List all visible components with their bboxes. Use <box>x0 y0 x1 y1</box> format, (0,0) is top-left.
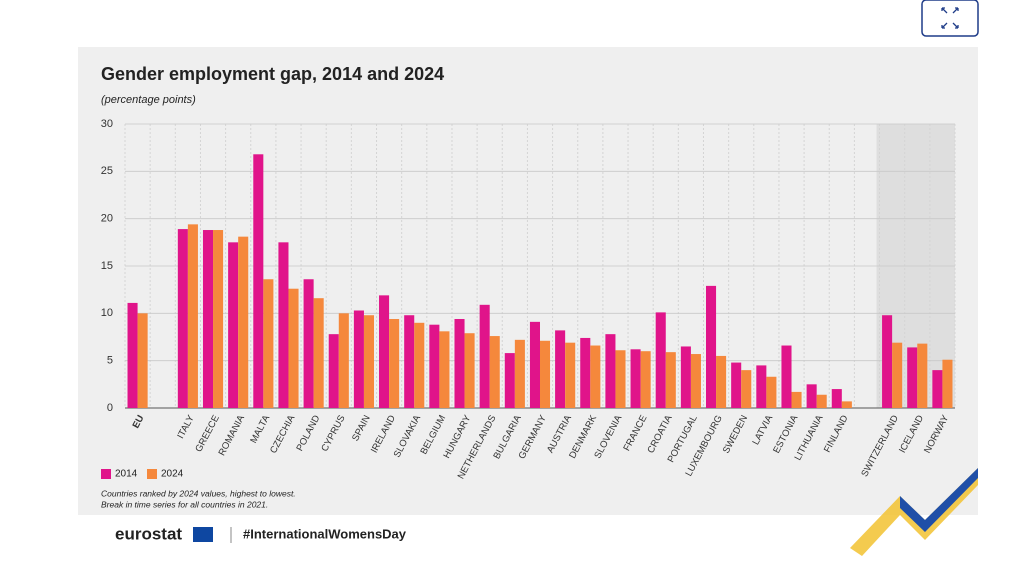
bar <box>932 370 943 408</box>
bar <box>791 391 802 408</box>
bar <box>238 236 249 408</box>
bar <box>439 331 450 408</box>
bar <box>313 298 324 408</box>
bar <box>489 336 500 408</box>
bar <box>640 351 651 408</box>
bar <box>288 288 299 408</box>
bar <box>263 279 274 408</box>
bar <box>303 279 314 408</box>
bar <box>202 230 214 408</box>
expand-button[interactable] <box>921 0 979 37</box>
bar <box>942 359 953 408</box>
bar <box>228 242 239 408</box>
bar <box>353 310 364 408</box>
bar <box>892 342 903 408</box>
legend-label: 2014 <box>115 469 138 480</box>
chart-subtitle: (percentage points) <box>101 94 196 106</box>
bar <box>917 343 928 408</box>
logo-stripe <box>900 468 978 532</box>
bar <box>706 285 717 408</box>
bar <box>328 334 339 408</box>
bar <box>137 313 148 408</box>
bar <box>741 370 752 408</box>
y-tick-label: 30 <box>101 118 113 130</box>
bar <box>680 346 691 408</box>
bar <box>253 154 264 408</box>
bar <box>756 365 767 408</box>
bar <box>781 345 792 408</box>
bar <box>429 324 440 408</box>
bar <box>414 322 425 408</box>
bar <box>580 337 591 408</box>
bar <box>766 376 777 408</box>
bar <box>540 340 551 408</box>
y-tick-label: 10 <box>101 307 113 319</box>
legend-swatch <box>101 469 111 479</box>
y-tick-label: 20 <box>101 213 113 225</box>
chart-title: Gender employment gap, 2014 and 2024 <box>101 64 444 84</box>
bar <box>504 353 515 408</box>
bar <box>529 321 540 408</box>
note: Break in time series for all countries i… <box>101 499 268 509</box>
bar <box>731 362 742 408</box>
bar <box>831 389 842 408</box>
bar <box>127 302 138 408</box>
bar <box>665 352 676 408</box>
bar <box>514 339 525 408</box>
hashtag: #InternationalWomensDay <box>243 526 407 541</box>
bar <box>555 330 566 408</box>
note: Countries ranked by 2024 values, highest… <box>101 488 296 498</box>
legend-label: 2024 <box>161 469 184 480</box>
eu-flag <box>193 527 213 542</box>
y-tick-label: 25 <box>101 165 113 177</box>
y-tick-label: 0 <box>107 402 113 414</box>
brand: eurostat <box>115 524 182 543</box>
bar <box>454 319 465 408</box>
card-background <box>78 47 978 515</box>
expand-icon <box>941 7 959 29</box>
bar <box>404 315 415 408</box>
bar <box>630 349 641 408</box>
bar <box>177 229 188 408</box>
bar <box>338 313 349 408</box>
bar <box>479 304 490 408</box>
bar <box>690 354 701 408</box>
y-tick-label: 5 <box>107 355 113 367</box>
bar <box>590 345 601 408</box>
bar <box>379 295 390 408</box>
bar <box>464 333 475 408</box>
bar <box>565 342 576 408</box>
bar <box>907 347 918 408</box>
bar <box>363 315 374 408</box>
y-tick-label: 15 <box>101 260 113 272</box>
bar <box>605 334 616 408</box>
bar <box>389 319 400 408</box>
bar <box>806 384 817 408</box>
bar <box>615 350 626 408</box>
legend-swatch <box>147 469 157 479</box>
bar <box>882 315 893 408</box>
bar <box>187 224 198 408</box>
bar <box>841 401 852 408</box>
bar <box>278 242 289 408</box>
bar <box>655 312 666 408</box>
bar <box>213 230 224 408</box>
bar <box>716 355 727 408</box>
bar <box>816 394 827 408</box>
